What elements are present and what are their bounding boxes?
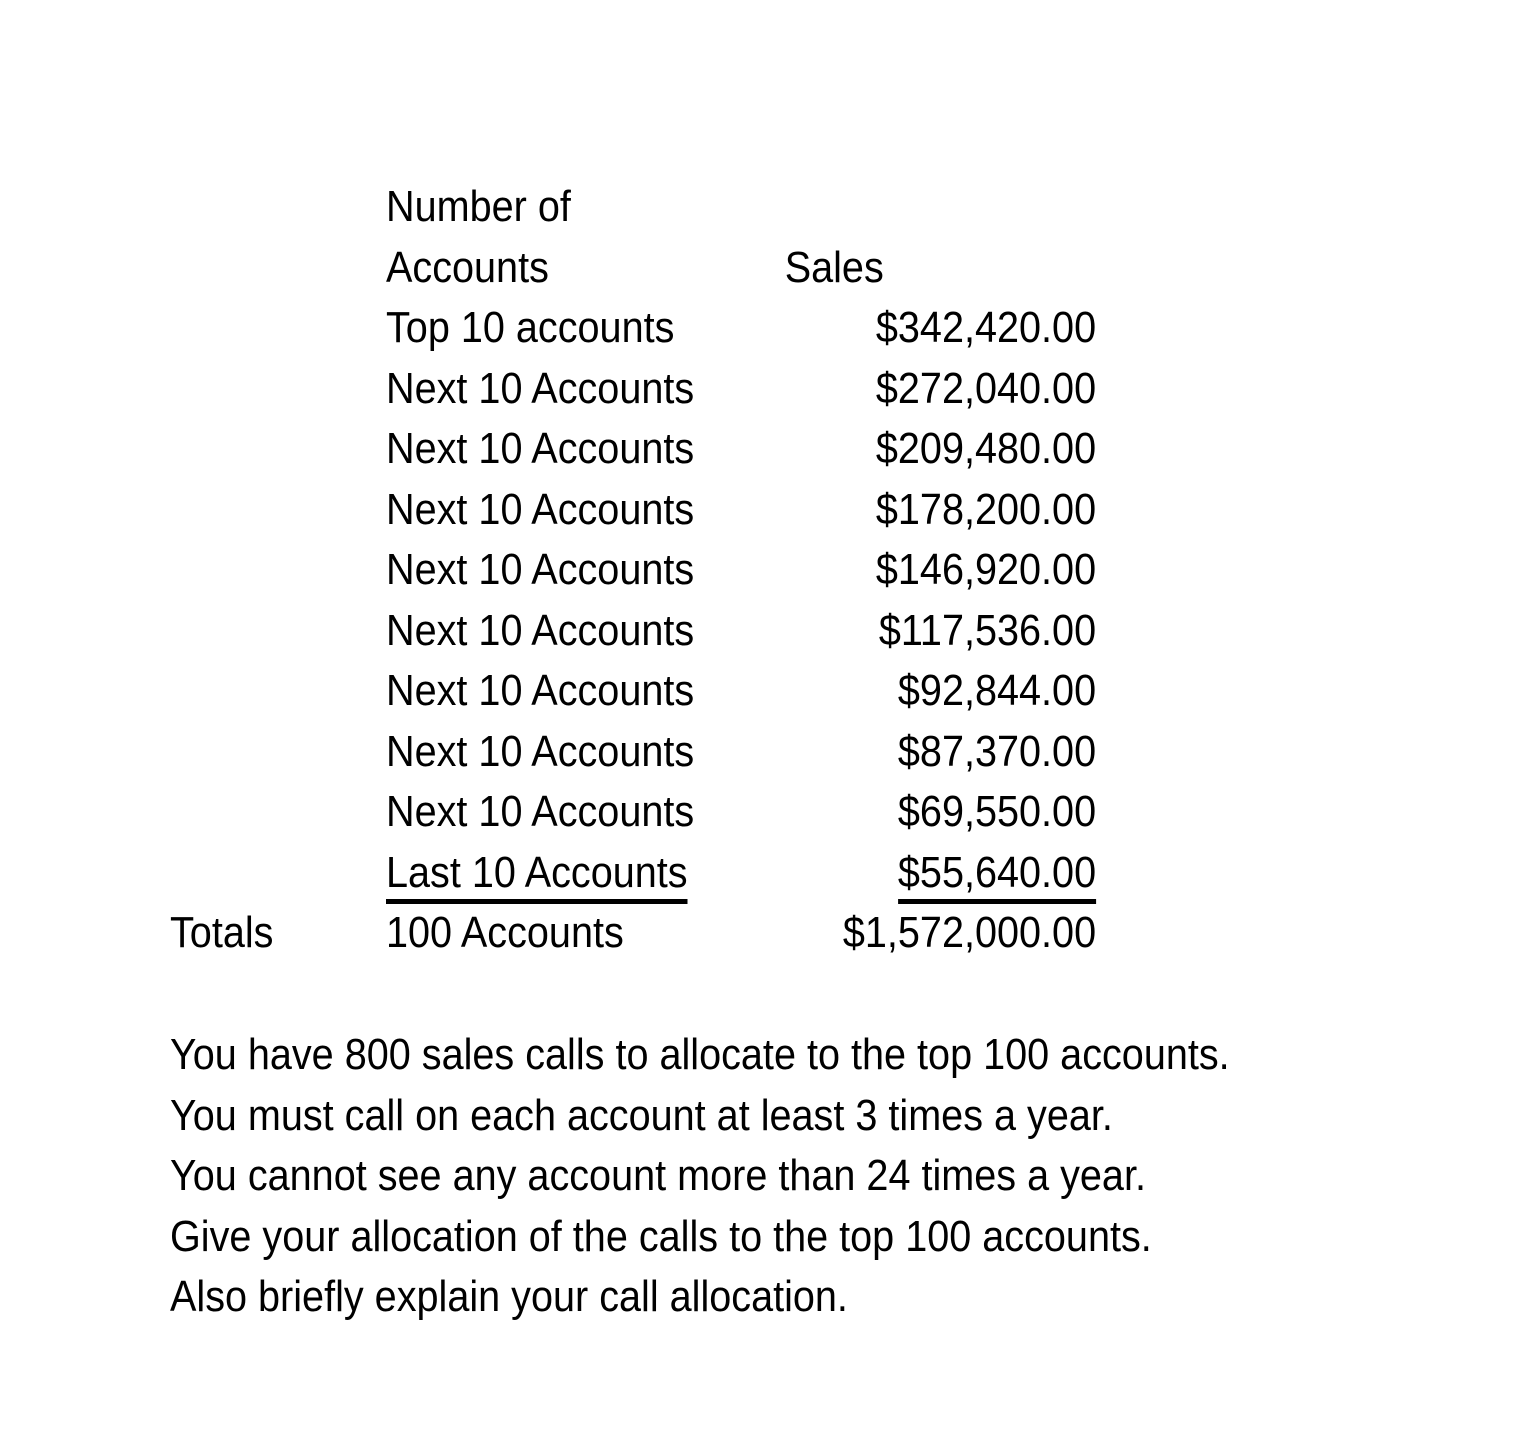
sales-amount: $69,550.00 <box>897 787 1097 836</box>
spacer-cell <box>170 359 386 420</box>
totals-sales-amount: $1,572,000.00 <box>842 908 1097 957</box>
accounts-column-header-line1: Number of <box>386 182 571 231</box>
underlined-text: $55,640.00 <box>897 848 1097 904</box>
spacer-cell <box>170 419 386 480</box>
sales-amount: $272,040.00 <box>875 363 1097 413</box>
account-group-label: Next 10 Accounts <box>386 424 695 473</box>
spacer-cell <box>170 661 386 722</box>
account-group-label: Next 10 Accounts <box>386 484 695 534</box>
account-group-label-last: Last 10 Accounts <box>386 843 785 904</box>
instruction-line: Also briefly explain your call allocatio… <box>170 1272 848 1321</box>
sales-amount: $209,480.00 <box>875 424 1097 473</box>
instructions-text: You have 800 sales calls to allocate to … <box>170 1025 1230 1328</box>
spacer-cell <box>170 722 386 783</box>
sales-amount: $117,536.00 <box>878 605 1097 655</box>
spacer-cell <box>170 540 386 601</box>
totals-label: Totals <box>170 908 274 957</box>
instruction-line: You cannot see any account more than 24 … <box>170 1151 1146 1200</box>
spacer-cell <box>170 601 386 662</box>
sales-amount: $92,844.00 <box>897 666 1097 715</box>
instruction-line: You must call on each account at least 3… <box>170 1090 1113 1140</box>
sales-amount-last: $55,640.00 <box>785 843 1097 904</box>
sales-amount: $146,920.00 <box>875 545 1097 594</box>
account-group-label: Next 10 Accounts <box>386 666 695 715</box>
spacer-cell <box>170 238 386 299</box>
sales-amount: $342,420.00 <box>875 303 1097 352</box>
spacer-cell <box>170 177 386 238</box>
accounts-sales-table: Number of Accounts Sales Top 10 accounts… <box>170 177 1097 964</box>
spacer-cell <box>170 480 386 541</box>
underlined-text: Last 10 Accounts <box>386 848 688 904</box>
spacer-cell <box>170 843 386 904</box>
spacer-cell <box>170 782 386 843</box>
account-group-label: Next 10 Accounts <box>386 787 695 836</box>
sales-amount: $87,370.00 <box>897 726 1097 776</box>
account-group-label: Next 10 Accounts <box>386 726 695 776</box>
accounts-column-header-line2: Accounts <box>386 242 549 292</box>
spacer-cell <box>785 177 1096 238</box>
spacer-cell <box>170 298 386 359</box>
account-group-label: Next 10 Accounts <box>386 363 695 413</box>
instruction-line: Give your allocation of the calls to the… <box>170 1211 1152 1261</box>
sales-amount: $178,200.00 <box>875 484 1097 534</box>
account-group-label: Next 10 Accounts <box>386 605 695 655</box>
totals-accounts: 100 Accounts <box>386 908 624 957</box>
instruction-line: You have 800 sales calls to allocate to … <box>170 1030 1230 1079</box>
sales-column-header: Sales <box>784 242 884 292</box>
account-group-label: Next 10 Accounts <box>386 545 695 594</box>
account-group-label: Top 10 accounts <box>386 303 675 352</box>
